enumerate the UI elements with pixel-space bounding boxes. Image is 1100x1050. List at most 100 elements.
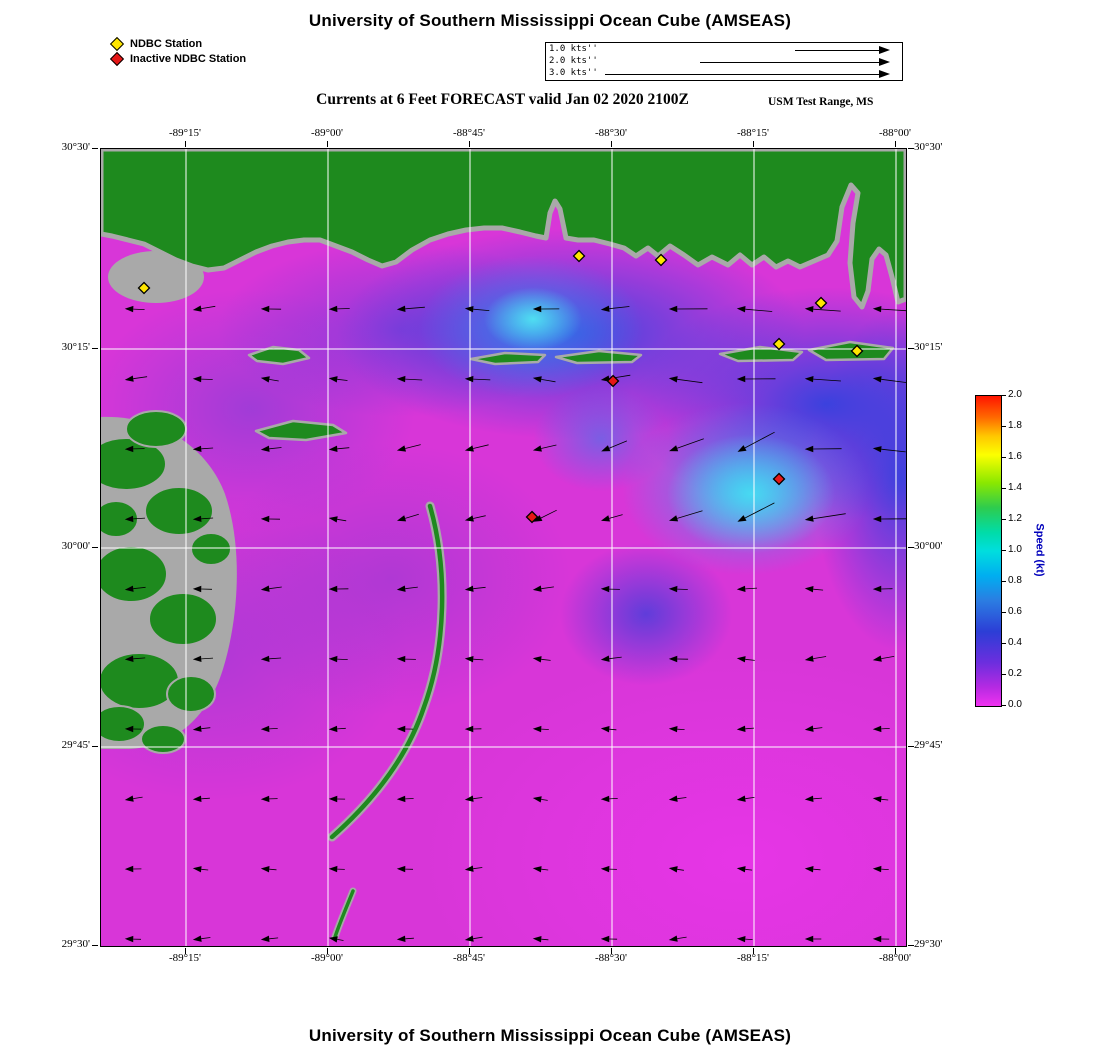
current-arrow-tail: [813, 656, 827, 659]
inactive-ndbc-station-icon: [109, 51, 125, 66]
colorbar-tick-label: 1.6: [1008, 451, 1022, 462]
current-arrow-tail: [609, 656, 622, 660]
colorbar-tick-mark: [1002, 426, 1006, 427]
current-arrow: [804, 935, 814, 943]
current-arrow-tail: [745, 868, 753, 871]
current-arrow-tail: [473, 658, 484, 661]
current-arrow: [532, 936, 542, 943]
current-arrow: [192, 795, 202, 802]
current-arrow: [737, 515, 747, 522]
current-arrow: [668, 655, 678, 663]
current-arrow: [668, 935, 678, 942]
current-arrow-tail: [745, 587, 758, 590]
colorbar-tick-label: 1.4: [1008, 482, 1022, 493]
current-arrow-tail: [473, 378, 491, 381]
current-arrow: [736, 585, 746, 592]
current-arrow-tail: [744, 502, 775, 519]
x-tick-label-top: -89°00': [310, 127, 344, 139]
current-arrow: [124, 585, 134, 592]
current-arrow: [804, 795, 814, 802]
x-tick-label-bottom: -88°15': [736, 952, 770, 964]
current-arrow: [804, 306, 814, 313]
y-tick-label-left: 29°30': [61, 938, 90, 950]
colorbar-tick-mark: [1002, 705, 1006, 706]
current-arrow-tail: [269, 586, 282, 590]
current-arrow: [736, 866, 746, 873]
current-arrow: [192, 445, 202, 452]
current-arrow-tail: [133, 308, 145, 310]
y-tick-mark: [908, 547, 914, 548]
current-arrow: [192, 725, 202, 732]
ndbc-station-marker: [772, 337, 786, 351]
marsh-island: [101, 500, 139, 538]
x-tick-mark: [611, 141, 612, 147]
current-arrow: [260, 655, 270, 662]
station-legend: NDBC Station Inactive NDBC Station: [109, 36, 247, 66]
current-arrow: [532, 585, 542, 592]
x-tick-label-top: -88°30': [594, 127, 628, 139]
current-arrow-tail: [813, 588, 824, 591]
legend-item-label: Inactive NDBC Station: [130, 52, 247, 65]
current-arrow: [396, 655, 406, 663]
current-arrow-tail: [540, 509, 557, 519]
current-arrow: [192, 305, 202, 312]
current-arrow-tail: [813, 513, 846, 520]
island-arc: [329, 503, 445, 840]
map-overlay: [101, 149, 906, 946]
y-tick-mark: [92, 348, 98, 349]
current-arrow: [872, 515, 882, 523]
colorbar-tick-label: 0.8: [1008, 575, 1022, 586]
marsh-island: [101, 705, 146, 743]
current-arrow-tail: [541, 938, 549, 941]
mainland-coast: [101, 149, 906, 310]
current-arrow-tail: [201, 657, 214, 660]
current-arrow-tail: [405, 378, 423, 381]
x-tick-label-top: -89°15': [168, 127, 202, 139]
current-arrow-tail: [201, 447, 214, 450]
current-arrow: [872, 865, 882, 873]
colorbar-title-text: Speed (kt): [1034, 523, 1046, 577]
current-arrow: [872, 585, 882, 593]
marsh-island: [101, 545, 168, 603]
current-arrow-tail: [677, 936, 687, 939]
current-arrow-tail: [609, 728, 617, 731]
current-arrow: [872, 376, 882, 383]
current-arrow: [872, 655, 882, 662]
y-tick-label-right: 29°30': [914, 938, 943, 950]
speed-colorbar: [975, 395, 1002, 707]
current-arrow-tail: [133, 657, 146, 660]
current-arrow: [600, 305, 610, 312]
current-arrow-tail: [745, 658, 755, 661]
current-arrow: [260, 305, 270, 313]
current-arrow: [532, 725, 542, 733]
current-arrow: [124, 515, 134, 523]
current-arrow: [260, 795, 270, 803]
y-tick-mark: [92, 746, 98, 747]
current-arrow-tail: [744, 431, 775, 449]
current-arrow-tail: [608, 440, 628, 449]
barrier-island: [718, 345, 804, 363]
scale-row-arrowhead-icon: [879, 46, 890, 54]
current-arrow: [804, 866, 814, 873]
current-arrow: [328, 725, 338, 733]
legend-item-active-station: NDBC Station: [109, 36, 246, 51]
current-arrow: [736, 375, 746, 383]
land-and-shoals: [101, 149, 906, 941]
y-tick-mark: [908, 746, 914, 747]
current-arrow: [736, 306, 746, 313]
scale-row-arrowhead-icon: [879, 58, 890, 66]
x-tick-mark: [753, 141, 754, 147]
current-arrow: [260, 376, 270, 383]
marsh-island: [101, 437, 167, 491]
current-arrow: [124, 375, 134, 382]
current-arrow: [396, 445, 406, 452]
current-arrow-tail: [201, 937, 211, 940]
x-tick-mark: [469, 141, 470, 147]
island-arc-shoal: [327, 501, 447, 842]
current-arrow: [464, 585, 474, 592]
marsh-island: [125, 410, 187, 448]
legend-item-label: NDBC Station: [130, 37, 203, 50]
x-tick-label-bottom: -89°15': [168, 952, 202, 964]
current-arrow: [804, 655, 814, 662]
